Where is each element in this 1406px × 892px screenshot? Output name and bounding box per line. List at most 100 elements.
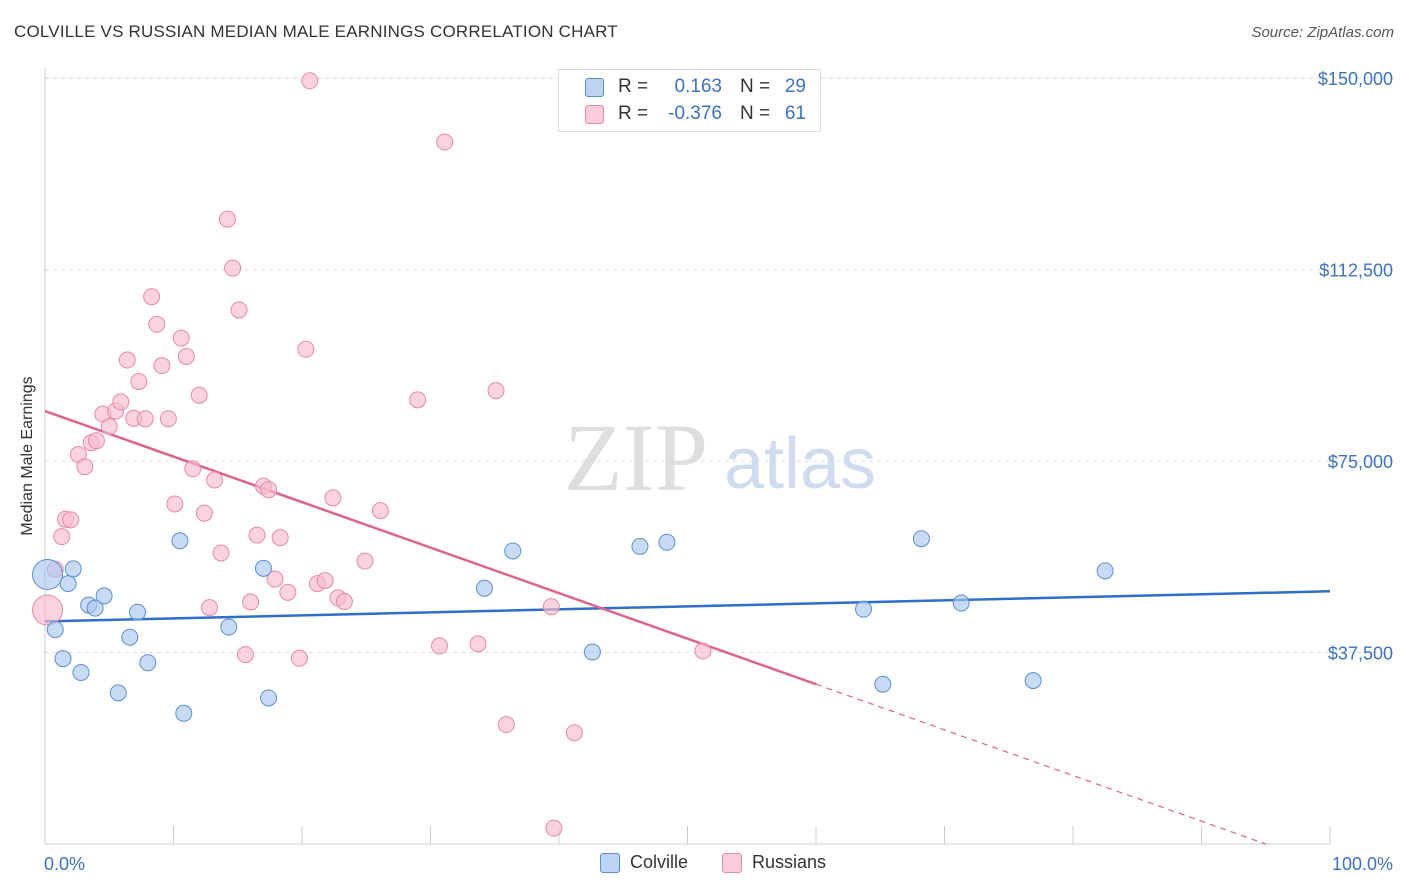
r-label: R = [618, 76, 649, 97]
colville-legend-swatch [600, 852, 620, 873]
russians-swatch [585, 104, 604, 124]
colville-point [1024, 672, 1042, 690]
colville-point [175, 704, 193, 722]
russians-trend-extension [815, 683, 1266, 845]
russians-point [177, 347, 195, 365]
r-label: R = [618, 103, 649, 124]
colville-point [54, 650, 72, 668]
x-tick-label-min: 0.0% [44, 854, 85, 874]
colville-point [583, 643, 601, 661]
colville-trend-line [44, 590, 1331, 623]
russians-point [100, 417, 118, 435]
russians-point [335, 593, 353, 610]
colville-point [220, 618, 238, 636]
russians-point [159, 410, 177, 428]
russians-point [497, 716, 515, 734]
russians-point [62, 511, 80, 529]
legend-label-russians: Russians [752, 852, 827, 872]
russians-point [266, 570, 284, 588]
y-tick-label: $150,000 [1318, 69, 1393, 89]
n-label: N = [740, 103, 771, 124]
colville-point [504, 542, 522, 560]
legend-row-colville: R = 0.163 N = 29 [585, 74, 806, 100]
n-label: N = [740, 76, 771, 97]
russians-point [118, 351, 136, 369]
colville-swatch [585, 77, 604, 97]
russians-point [195, 504, 213, 522]
russians-point [279, 583, 297, 601]
russians-point [694, 642, 712, 660]
colville-point [46, 621, 64, 639]
russians-point [297, 340, 315, 358]
russians-point [371, 502, 389, 520]
colville-point [171, 532, 189, 550]
russians-point [545, 819, 563, 837]
russians-point [184, 460, 202, 478]
colville-point [95, 587, 113, 605]
chart-title: COLVILLE VS RUSSIAN MEDIAN MALE EARNINGS… [14, 22, 618, 41]
colville-point [475, 579, 493, 597]
legend-item-russians: Russians [722, 852, 826, 873]
russians-point [542, 598, 560, 616]
colville-point [109, 684, 127, 702]
colville-point [121, 628, 139, 646]
russians-point [53, 528, 71, 546]
colville-point [254, 559, 272, 577]
russians-point [409, 391, 427, 409]
correlation-legend: R = 0.163 N = 29 R = -0.376 N = 61 [558, 69, 821, 132]
russians-point [87, 432, 105, 450]
colville-point [952, 594, 970, 612]
russians-point [242, 593, 260, 611]
russians-point [271, 529, 289, 547]
n-value: 61 [784, 103, 806, 124]
colville-point [86, 599, 104, 617]
russians-point [212, 544, 230, 562]
russians-point [301, 72, 319, 90]
colville-point [874, 675, 892, 693]
russians-point [356, 552, 374, 570]
colville-point [72, 663, 90, 681]
tick-labels: $37,500 $75,000 $112,500 $150,000 0.0% 100.0% [44, 69, 1393, 874]
russians-point [469, 635, 487, 653]
russians-point [290, 649, 308, 667]
colville-point [59, 575, 77, 593]
watermark-atlas: atlas [724, 424, 876, 504]
colville-point [32, 558, 64, 590]
n-value: 29 [784, 76, 806, 97]
data-points [32, 72, 1114, 837]
russians-point [130, 372, 148, 390]
russians-point [248, 526, 266, 544]
colville-point [631, 537, 649, 555]
russians-point [166, 495, 184, 513]
y-tick-label: $37,500 [1328, 644, 1393, 664]
russians-trend-line [44, 409, 817, 686]
y-tick-label: $75,000 [1328, 452, 1393, 472]
russians-point [200, 599, 218, 617]
russians-point [32, 594, 64, 626]
r-value: -0.376 [668, 103, 722, 124]
gridlines [45, 77, 1395, 654]
russians-point [112, 393, 130, 411]
russians-point [260, 481, 278, 499]
russians-point [172, 329, 190, 347]
russians-legend-swatch [722, 852, 743, 873]
russians-point [76, 458, 94, 476]
colville-point [129, 603, 147, 621]
russians-point [436, 133, 454, 151]
x-tick-label-max: 100.0% [1332, 854, 1393, 874]
colville-point [139, 654, 157, 672]
legend-label-colville: Colville [630, 852, 689, 872]
russians-point [218, 210, 236, 228]
r-value: 0.163 [674, 76, 722, 97]
axes [44, 68, 1331, 845]
russians-point [143, 288, 161, 306]
russians-point [224, 259, 242, 277]
russians-point [565, 724, 583, 742]
legend-row-russians: R = -0.376 N = 61 [585, 101, 806, 127]
watermark-zip: ZIP [564, 404, 708, 511]
russians-point [153, 357, 171, 375]
watermark: ZIP atlas [564, 404, 876, 511]
russians-point [206, 471, 224, 489]
colville-point [260, 689, 278, 707]
